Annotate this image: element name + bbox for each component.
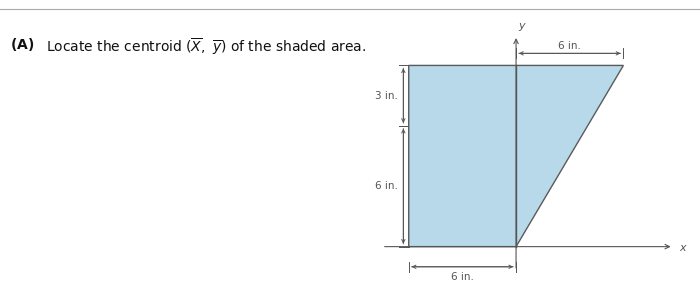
Text: 6 in.: 6 in. (559, 41, 581, 51)
Text: y: y (518, 21, 524, 31)
Text: 6 in.: 6 in. (375, 181, 398, 191)
Text: $\mathbf{(A)}$: $\mathbf{(A)}$ (10, 36, 35, 53)
Polygon shape (409, 66, 624, 247)
Text: 3 in.: 3 in. (375, 91, 398, 101)
Text: x: x (679, 243, 685, 253)
Text: Locate the centroid $(\overline{X},\ \overline{y})$ of the shaded area.: Locate the centroid $(\overline{X},\ \ov… (46, 36, 366, 58)
Text: 6 in.: 6 in. (451, 272, 474, 282)
